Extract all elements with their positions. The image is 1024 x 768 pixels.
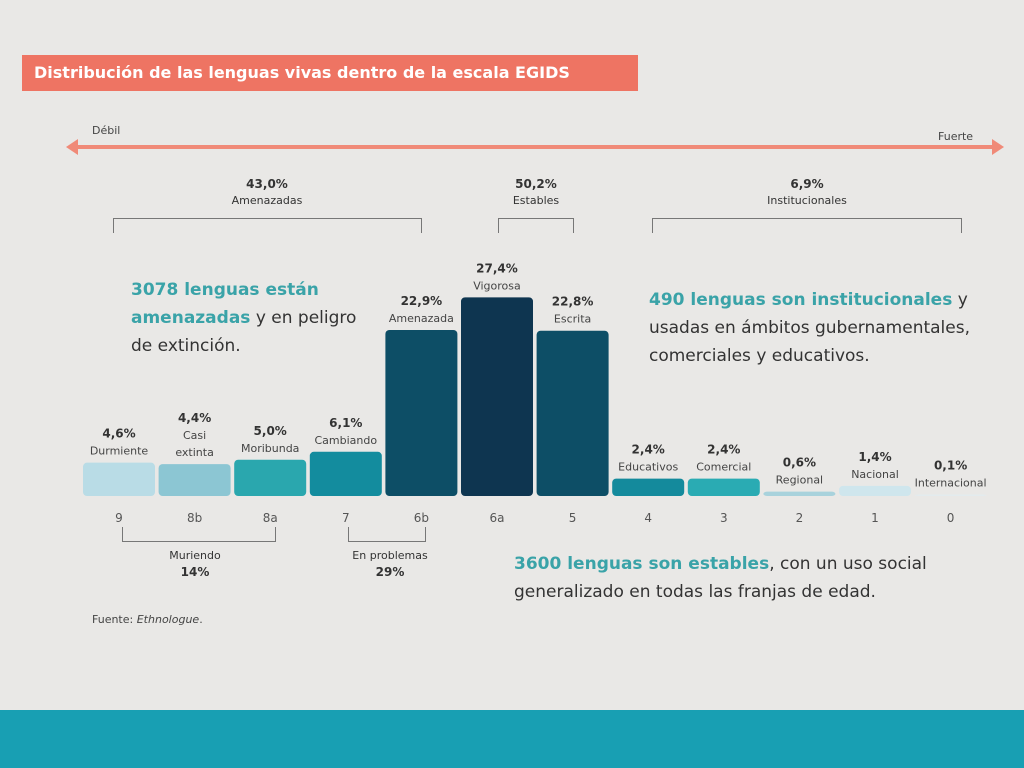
category-label: Educativos	[618, 461, 678, 474]
bar-8a	[234, 459, 307, 496]
category-label: extinta	[175, 446, 213, 459]
category-label: Comercial	[696, 461, 751, 474]
tick-label: 5	[569, 511, 577, 525]
bracket-amenazadas	[113, 218, 422, 233]
tick-label: 3	[720, 511, 728, 525]
tick-label: 8b	[187, 511, 202, 525]
group-muriendo: Muriendo 14%	[169, 548, 221, 581]
tick-label: 8a	[263, 511, 278, 525]
category-label: Internacional	[915, 477, 987, 490]
value-label: 22,8%	[552, 295, 594, 309]
tick-label: 6a	[490, 511, 505, 525]
bracket-estables	[498, 218, 574, 233]
tick-label: 7	[342, 511, 350, 525]
category-label: Moribunda	[241, 442, 299, 455]
value-label: 2,4%	[632, 443, 665, 457]
bar-2	[763, 491, 836, 496]
bracket-muriendo	[122, 527, 276, 542]
group-en-problemas: En problemas 29%	[352, 548, 427, 581]
group-label: En problemas	[352, 549, 428, 562]
category-label: Durmiente	[90, 445, 149, 458]
footer-band	[0, 710, 1024, 768]
group-institucionales: 6,9% Institucionales	[767, 176, 847, 209]
value-label: 1,4%	[858, 450, 891, 464]
source-note: Fuente: Ethnologue.	[92, 613, 203, 626]
bar-6a	[461, 297, 533, 496]
group-label: Amenazadas	[231, 194, 303, 207]
tick-label: 2	[796, 511, 804, 525]
note-text: , con un uso social generalizado en toda…	[514, 554, 927, 602]
bar-4	[612, 478, 685, 496]
bar-0	[914, 494, 987, 496]
bar-8b	[158, 464, 231, 496]
bar-9	[83, 462, 155, 496]
group-amenazadas: 43,0% Amenazadas	[232, 176, 303, 209]
tick-label: 0	[947, 511, 955, 525]
note-text: y en peligro de extinción.	[131, 308, 357, 356]
bar-chart: 9 4,6% Durmiente 8b 4,4% Casi extinta 8a 5,0% Mor…	[83, 261, 987, 525]
group-pct: 50,2%	[515, 177, 557, 191]
tick-label: 1	[871, 511, 879, 525]
weak-strong-arrow	[66, 139, 1004, 155]
group-estables: 50,2% Estables	[513, 176, 559, 209]
value-label: 4,4%	[178, 411, 211, 425]
bracket-en-problemas	[348, 527, 426, 542]
bar-7	[309, 451, 382, 496]
note-estables: 3600 lenguas son estables, con un uso so…	[514, 550, 954, 606]
group-label: Muriendo	[169, 549, 221, 562]
note-highlight: 3600 lenguas son estables	[514, 554, 770, 574]
category-label: Nacional	[851, 468, 899, 481]
value-label: 5,0%	[254, 424, 287, 438]
note-highlight: 490 lenguas son institucionales	[649, 290, 953, 310]
bar-6b	[385, 329, 458, 496]
category-label: Casi	[183, 429, 206, 442]
tick-label: 6b	[414, 511, 429, 525]
value-label: 27,4%	[476, 261, 518, 275]
tick-label: 4	[644, 511, 652, 525]
value-label: 2,4%	[707, 443, 740, 457]
category-label: Escrita	[554, 313, 591, 326]
note-text: y usadas en ámbitos gubernamentales, com…	[649, 290, 970, 366]
axis-weak-label: Débil	[92, 124, 121, 137]
note-amenazadas: 3078 lenguas están amenazadas y en pelig…	[131, 276, 361, 360]
bar-1	[839, 485, 911, 496]
value-label: 0,1%	[934, 459, 967, 473]
group-label: Estables	[512, 194, 560, 207]
tick-label: 9	[115, 511, 123, 525]
group-pct: 43,0%	[246, 177, 288, 191]
note-institucionales: 490 lenguas son institucionales y usadas…	[649, 286, 1009, 370]
value-label: 0,6%	[783, 456, 816, 470]
group-label: Institucionales	[767, 194, 847, 207]
value-label: 4,6%	[102, 427, 135, 441]
axis-strong-label: Fuerte	[938, 130, 974, 143]
group-pct: 14%	[180, 565, 210, 579]
group-pct: 6,9%	[790, 177, 824, 191]
value-label: 6,1%	[329, 416, 362, 430]
group-pct: 29%	[375, 565, 405, 579]
chart-title: Distribución de las lenguas vivas dentro…	[22, 55, 638, 91]
category-label: Vigorosa	[473, 279, 521, 292]
bar-3	[687, 478, 760, 496]
value-label: 22,9%	[401, 294, 443, 308]
note-highlight: 3078 lenguas están amenazadas	[131, 280, 319, 328]
bar-5	[536, 330, 609, 496]
category-label: Regional	[776, 474, 823, 487]
category-label: Cambiando	[314, 434, 377, 447]
category-label: Amenazada	[389, 312, 454, 325]
bracket-institucionales	[652, 218, 962, 233]
